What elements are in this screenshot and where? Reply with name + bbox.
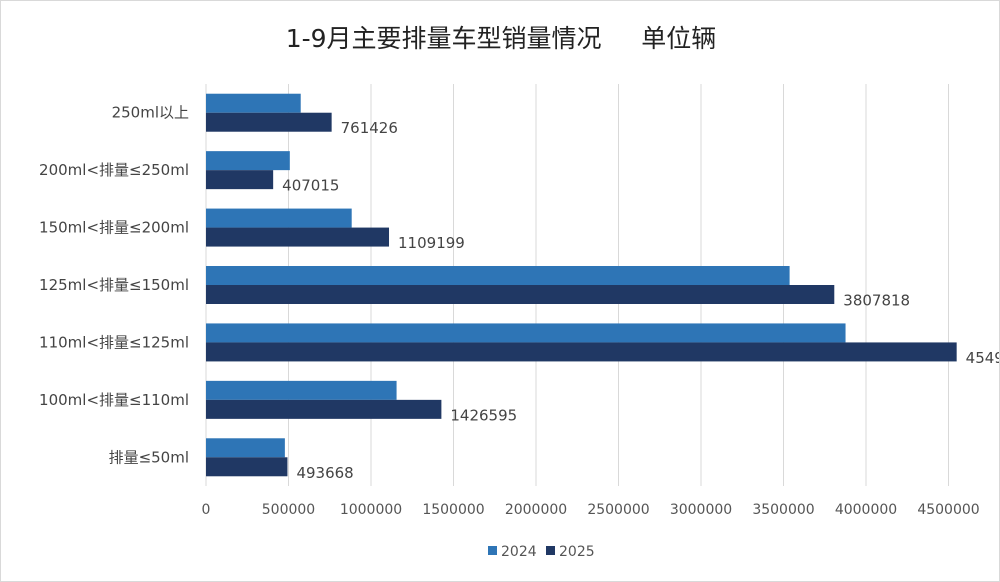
bar-2025 [206, 227, 390, 247]
x-tick-label: 500000 [262, 502, 315, 518]
category-label: 排量≤50ml [109, 448, 189, 466]
bar-2024 [206, 380, 397, 400]
x-tick-label: 2000000 [505, 502, 567, 518]
x-tick-label: 4000000 [835, 502, 897, 518]
x-tick-label: 1000000 [340, 502, 402, 518]
legend-label: 2025 [559, 544, 595, 560]
data-label: 407015 [282, 177, 339, 195]
x-tick-label: 3500000 [752, 502, 814, 518]
bar-2024 [206, 323, 846, 343]
category-label: 125ml<排量≤150ml [39, 276, 189, 294]
category-label: 200ml<排量≤250ml [39, 161, 189, 179]
x-tick-label: 3000000 [670, 502, 732, 518]
category-label: 110ml<排量≤125ml [39, 333, 189, 351]
category-label: 250ml以上 [112, 104, 189, 122]
legend-swatch-2024 [488, 546, 497, 555]
bar-2024 [206, 208, 352, 228]
bar-2024 [206, 438, 285, 458]
bar-2025 [206, 342, 957, 362]
data-label: 3807818 [843, 292, 910, 310]
category-label: 100ml<排量≤110ml [39, 391, 189, 409]
bar-2024 [206, 93, 301, 113]
bar-2024 [206, 151, 290, 171]
chart-title: 1-9月主要排量车型销量情况 单位辆 [285, 24, 717, 53]
data-label: 761426 [341, 119, 398, 137]
bar-2025 [206, 457, 288, 477]
legend-label: 2024 [501, 544, 537, 560]
x-tick-label: 1500000 [422, 502, 484, 518]
data-label: 1426595 [450, 406, 517, 424]
bar-2025 [206, 285, 835, 304]
x-tick-label: 2500000 [587, 502, 649, 518]
bar-2025 [206, 170, 274, 190]
x-tick-label: 4500000 [917, 502, 979, 518]
bar-2025 [206, 399, 442, 419]
data-label: 493668 [296, 464, 353, 482]
bar-2025 [206, 112, 332, 132]
data-label: 1109199 [398, 234, 465, 252]
legend-swatch-2025 [546, 546, 555, 555]
category-label: 150ml<排量≤200ml [39, 219, 189, 237]
bar-2024 [206, 266, 790, 285]
x-tick-label: 0 [202, 502, 211, 518]
data-label: 4549500 [966, 349, 1000, 367]
